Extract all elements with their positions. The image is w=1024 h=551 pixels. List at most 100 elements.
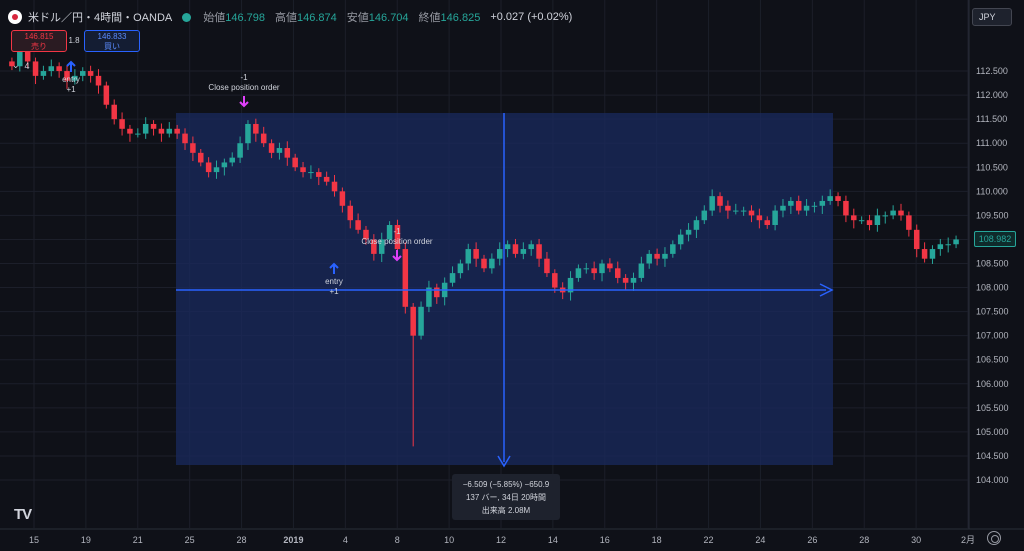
x-tick-label: 26 [807,535,817,545]
y-tick-label: 110.500 [976,162,1008,172]
candle-body [607,263,613,269]
y-tick-label: 105.500 [976,403,1009,413]
candle-body [284,148,291,158]
y-tick-label: 105.000 [976,427,1009,437]
y-tick-label: 111.000 [976,138,1007,148]
candle-body [890,210,896,216]
indicators-count: 4 [24,60,30,71]
candle-body [48,66,55,72]
candle-body [882,215,889,217]
candle-body [119,119,125,129]
candle-body [300,167,306,173]
y-tick-label: 110.000 [976,186,1008,196]
candle-body [371,239,377,254]
measure-change: −6.509 (−5.85%) −650.9 [462,480,550,489]
candle-body [316,172,322,177]
y-tick-label: 108.000 [976,283,1009,293]
candle-body [772,210,778,226]
candle-body [190,143,196,153]
annotation-sublabel: Close position order [361,237,432,246]
candle-body [56,66,62,72]
tradingview-logo-icon[interactable]: TV [14,506,32,523]
candle-body [198,152,204,163]
sell-price: 146.815 [24,32,54,41]
usdjpy-flag-icon [8,10,22,24]
candle-body [174,128,180,134]
indicators-toggle[interactable]: ⌄ 4 [12,60,30,71]
x-tick-label: 15 [29,535,39,545]
candle-body [544,258,550,274]
symbol-header: 米ドル／円・4時間・OANDA 始値146.798 高値146.874 安値14… [8,8,572,26]
candle-body [489,258,495,269]
candle-body [819,200,826,206]
price-change: +0.027 (+0.02%) [490,11,573,23]
candle-body [276,148,283,153]
candle-body [709,196,715,211]
candle-body [394,225,401,250]
sell-button[interactable]: 146.815 売り [11,30,67,52]
x-tick-label: 19 [81,535,91,545]
candle-body [95,75,102,86]
x-tick-label: 24 [755,535,765,545]
x-tick-label: 21 [133,535,143,545]
candle-body [87,71,94,76]
candle-body [725,205,731,211]
candle-body [331,181,338,192]
y-tick-label: 104.000 [976,475,1009,485]
candle-body [536,244,542,259]
candle-body [701,210,708,221]
candle-body [402,249,409,307]
candle-body [646,253,652,264]
arrow-down-icon [497,455,511,468]
candle-body [24,51,31,62]
candle-body [260,133,267,144]
x-tick-label: 2月 [961,535,975,545]
x-tick-label: 12 [496,535,506,545]
candle-body [79,71,86,76]
entry-arrow-up-icon [329,262,339,274]
x-tick-label: 4 [343,535,348,545]
buy-price: 146.833 [97,32,127,41]
candle-body [481,258,487,269]
candle-body [630,277,637,283]
last-price-label: 108.982 [974,231,1016,247]
y-tick-label: 111.500 [976,114,1007,124]
settings-gear-icon[interactable] [987,531,1001,545]
candle-body [945,244,951,246]
symbol-title[interactable]: 米ドル／円・4時間・OANDA [28,12,173,24]
x-tick-label: 16 [600,535,610,545]
x-tick-label: 28 [859,535,869,545]
x-tick-label: 25 [185,535,195,545]
candle-body [622,277,629,283]
candle-body [670,244,676,254]
candle-body [237,143,243,158]
y-tick-label: 108.500 [976,259,1009,269]
candle-body [103,85,110,105]
candle-body [953,239,959,245]
x-tick-label: 22 [704,535,714,545]
candle-body [32,61,39,76]
candle-body [528,244,534,250]
buy-button[interactable]: 146.833 買い [84,30,140,52]
candle-body [795,200,802,211]
candle-body [504,244,511,250]
annotation-label: -1 [240,73,248,82]
candle-body [245,123,251,144]
candle-body [693,220,700,230]
candle-body [851,215,857,221]
candle-body [9,61,15,67]
annotation-sublabel: Close position order [208,83,279,92]
candle-body [142,123,149,134]
annotation-sublabel: +1 [329,287,339,296]
candle-body [866,220,873,226]
x-tick-label: 10 [444,535,454,545]
candle-body [111,104,117,120]
annotation-sublabel: +1 [66,85,76,94]
candle-body [347,205,354,221]
y-tick-label: 112.500 [976,66,1008,76]
candle-body [638,263,645,278]
currency-button[interactable]: JPY [972,8,1012,26]
candle-body [756,215,763,221]
candle-body [221,162,228,168]
